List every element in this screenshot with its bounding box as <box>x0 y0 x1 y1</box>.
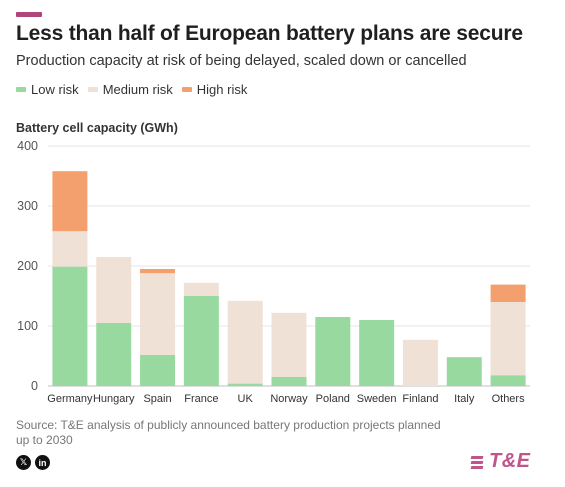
social-links: 𝕏 in <box>16 455 54 470</box>
bar-medium-risk-spain <box>140 273 176 355</box>
legend-swatch-high-risk <box>181 87 192 92</box>
linkedin-icon[interactable]: in <box>35 455 50 470</box>
accent-bar <box>16 12 42 17</box>
bar-low-risk-france <box>183 296 219 386</box>
legend: Low risk Medium risk High risk <box>16 82 256 97</box>
bar-medium-risk-others <box>490 302 526 376</box>
chart-subtitle: Production capacity at risk of being del… <box>16 53 467 69</box>
brand-logo: T&E <box>470 450 531 473</box>
bar-high-risk-germany <box>52 171 88 232</box>
source-note: Source: T&E analysis of publicly announc… <box>16 418 441 447</box>
legend-item-high-risk: High risk <box>181 82 248 97</box>
x-icon[interactable]: 𝕏 <box>16 455 31 470</box>
bar-high-risk-others <box>490 284 526 302</box>
bar-medium-risk-germany <box>52 231 88 267</box>
y-tick-label: 400 <box>17 139 38 153</box>
legend-swatch-low-risk <box>16 87 26 92</box>
brand-name: T&E <box>489 450 531 472</box>
bar-low-risk-sweden <box>359 320 395 386</box>
legend-item-low-risk: Low risk <box>16 82 79 97</box>
bar-low-risk-norway <box>271 377 307 386</box>
bar-low-risk-others <box>490 375 526 386</box>
brand-mark-icon <box>470 453 485 471</box>
bar-high-risk-spain <box>140 269 176 274</box>
legend-label-high-risk: High risk <box>196 82 248 97</box>
bar-medium-risk-hungary <box>96 257 132 323</box>
x-tick-label: Spain <box>143 393 171 405</box>
y-tick-label: 0 <box>31 379 38 393</box>
legend-item-medium-risk: Medium risk <box>87 82 173 97</box>
x-tick-label: Sweden <box>357 393 397 405</box>
chart-title: Less than half of European battery plans… <box>16 22 523 45</box>
bar-medium-risk-norway <box>271 312 307 377</box>
x-tick-label: Others <box>492 393 526 405</box>
bar-low-risk-germany <box>52 266 88 386</box>
x-tick-label: France <box>184 393 218 405</box>
y-tick-label: 100 <box>17 319 38 333</box>
x-tick-label: Norway <box>270 393 308 405</box>
x-tick-label: Finland <box>402 393 438 405</box>
bar-low-risk-spain <box>140 354 176 386</box>
y-tick-label: 200 <box>17 259 38 273</box>
x-tick-label: UK <box>238 393 254 405</box>
x-tick-label: Poland <box>316 393 350 405</box>
y-tick-label: 300 <box>17 199 38 213</box>
bar-low-risk-uk <box>227 383 263 386</box>
bar-low-risk-poland <box>315 317 351 386</box>
bar-medium-risk-finland <box>402 339 438 386</box>
x-tick-label: Italy <box>454 393 475 405</box>
legend-label-low-risk: Low risk <box>31 82 79 97</box>
bar-low-risk-hungary <box>96 323 132 386</box>
x-tick-label: Hungary <box>93 393 135 405</box>
legend-swatch-medium-risk <box>87 87 98 92</box>
x-tick-label: Germany <box>47 393 93 405</box>
legend-label-medium-risk: Medium risk <box>102 82 173 97</box>
bar-medium-risk-uk <box>227 300 263 384</box>
bar-low-risk-italy <box>446 357 482 386</box>
y-axis-title: Battery cell capacity (GWh) <box>16 121 178 135</box>
bar-medium-risk-france <box>183 282 219 296</box>
